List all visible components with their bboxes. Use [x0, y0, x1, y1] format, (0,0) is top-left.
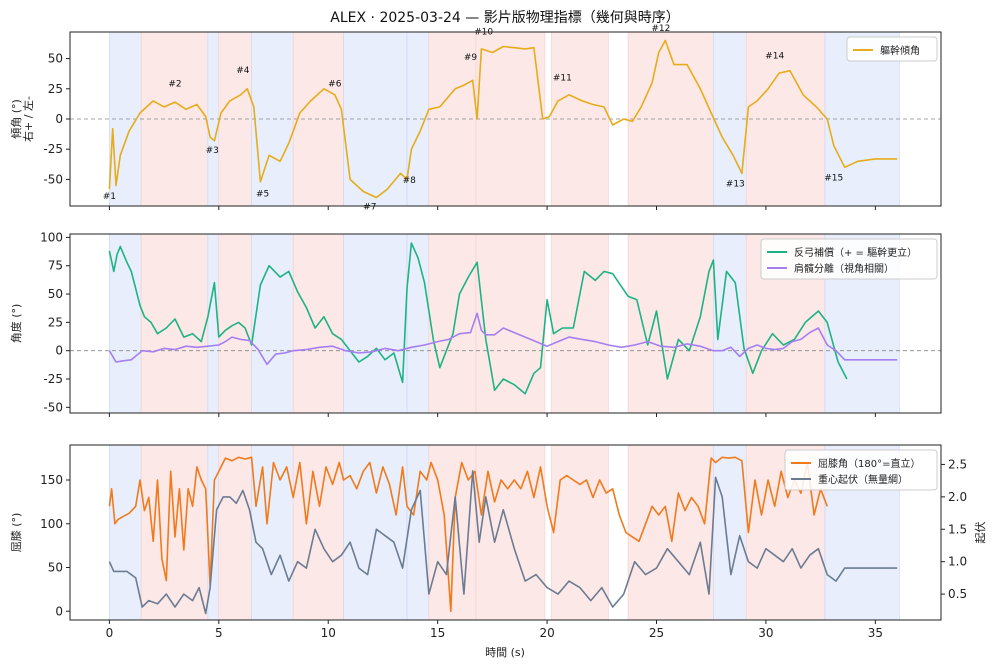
phase-band: [251, 31, 294, 207]
peak-annotation: #6: [328, 79, 342, 89]
y-tick-label: 0: [55, 604, 63, 618]
y-right-tick-label: 2.0: [948, 490, 967, 504]
y-tick-label: 50: [48, 561, 63, 575]
x-tick-label: 30: [758, 626, 773, 640]
y-right-tick-label: 1.5: [948, 522, 967, 536]
angle-panel: 100 75 50 25 0 -25 -50 角度 (°) 反弓補償（+ = 驅幹更立） 肩髖分離…: [9, 230, 942, 417]
x-tick-label: 10: [321, 626, 336, 640]
y-tick-label: 0: [55, 344, 63, 358]
peak-annotation: #3: [206, 146, 219, 156]
phase-band: [475, 233, 546, 414]
peak-annotation: #13: [726, 180, 745, 190]
phase-band: [713, 444, 747, 621]
legend-box: [784, 449, 938, 491]
peak-annotation: #12: [651, 24, 670, 34]
y-tick-label: -50: [43, 172, 63, 186]
peak-annotation: #1: [103, 192, 116, 202]
axes-frame: [69, 233, 942, 414]
legend-label: 反弓補償（+ = 驅幹更立）: [794, 246, 917, 259]
legend-label: 屈膝角（180°=直立）: [818, 457, 920, 470]
legend-box: [760, 238, 938, 280]
x-tick-label: 5: [215, 626, 223, 640]
y-axis-label: 角度 (°): [9, 304, 23, 344]
y-right-tick-label: 1.0: [948, 555, 967, 569]
phase-band: [551, 31, 609, 207]
x-axis-label: 時間 (s): [485, 646, 525, 659]
y-right-tick-label: 0.5: [948, 587, 967, 601]
phase-band: [109, 233, 142, 414]
y-tick-label: 150: [40, 473, 63, 487]
y-tick-label: 25: [48, 315, 63, 329]
tilt-panel: #1#2#3#4#5#6#7#8#9#10#11#12#13#14#155025…: [9, 24, 942, 213]
peak-annotation: #11: [553, 73, 572, 83]
series-line: [108, 39, 898, 199]
phase-band: [428, 233, 477, 414]
axes-frame: [69, 444, 942, 621]
peak-annotation: #14: [765, 52, 784, 62]
series-line: [108, 312, 898, 366]
y-tick-label: 100: [40, 517, 63, 531]
peak-annotation: #9: [464, 53, 478, 63]
legend-label: 肩髖分離（視角相關）: [794, 262, 894, 275]
x-tick-label: 15: [430, 626, 445, 640]
peak-annotation: #15: [824, 174, 843, 184]
peak-annotation: #4: [236, 66, 250, 76]
phase-band: [343, 233, 408, 414]
chart-title: ALEX · 2025-03-24 — 影片版物理指標（幾何與時序）: [330, 10, 679, 26]
phase-band: [109, 444, 142, 621]
y-tick-label: 50: [48, 52, 63, 66]
y-tick-label: -25: [43, 372, 63, 386]
phase-band: [218, 444, 252, 621]
legend-label: 軀幹傾角: [880, 44, 920, 57]
peak-annotation: #5: [256, 189, 269, 199]
knee-panel: 150 100 50 0 2.5 2.0 1.5 1.0 0.5 起伏 0 5 10 15 20 25 30 35…: [10, 444, 987, 640]
y-tick-label: 100: [40, 230, 63, 244]
y-tick-label: 75: [48, 259, 63, 273]
x-tick-label: 35: [868, 626, 883, 640]
peak-annotation: #2: [168, 79, 181, 89]
y-axis-label: 傾角 (°): [9, 99, 23, 139]
legend-label: 重心起伏（無量綱）: [818, 473, 908, 486]
x-tick-label: 25: [649, 626, 664, 640]
series-line: [108, 470, 898, 615]
legend-box: [846, 36, 938, 62]
x-tick-label: 20: [539, 626, 554, 640]
y-tick-label: 25: [48, 82, 63, 96]
peak-annotation: #8: [403, 176, 417, 186]
peak-annotation: #7: [363, 203, 376, 213]
phase-band: [551, 444, 609, 621]
y-axis-label: 屈膝 (°): [10, 513, 23, 553]
y-tick-label: -50: [43, 400, 63, 414]
phase-band: [251, 233, 294, 414]
phase-band: [551, 233, 609, 414]
x-tick-label: 0: [106, 626, 114, 640]
series-line: [108, 456, 828, 613]
y-tick-label: 0: [55, 112, 63, 126]
phase-band: [406, 444, 430, 621]
y-axis-label: 右+ / 左-: [21, 96, 35, 142]
phase-band: [627, 233, 714, 414]
y-right-tick-label: 2.5: [948, 457, 967, 471]
y-right-axis-label: 起伏: [973, 522, 987, 544]
y-tick-label: 50: [48, 287, 63, 301]
y-tick-label: -25: [43, 142, 63, 156]
series-line: [108, 242, 848, 395]
